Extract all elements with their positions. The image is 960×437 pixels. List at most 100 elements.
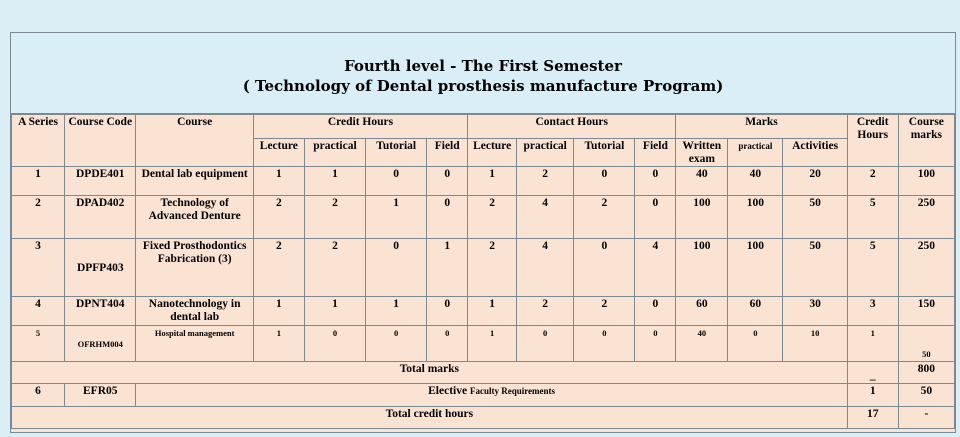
course-cell: Fixed Prosthodontics Fabrication (3) — [135, 238, 254, 297]
title-line-1: Fourth level - The First Semester — [344, 57, 622, 75]
written-exam-cell: 100 — [675, 195, 729, 239]
total-marks-value: 800 — [897, 361, 956, 384]
course-cell: Technology of Advanced Denture — [135, 195, 254, 239]
total-credit-row: Total credit hours 17 - — [11, 406, 956, 429]
code-cell: DPDE401 — [64, 166, 137, 196]
credit-tutorial-cell: 0 — [365, 166, 428, 196]
elective-label: Elective Faculty Requirements — [135, 383, 848, 407]
contact-lecture-cell: 1 — [467, 296, 518, 326]
contact-practical-cell: 4 — [516, 195, 575, 239]
course-marks-cell: 250 — [897, 195, 956, 239]
header-row-2: Lecture practical Tutorial Field Lecture… — [12, 138, 955, 167]
subheader-written-exam: Written exam — [675, 138, 729, 167]
series-cell: 1 — [10, 166, 66, 196]
contact-field-cell: 0 — [634, 195, 677, 239]
total-marks-row: Total marks _ 800 — [11, 361, 956, 384]
contact-field-cell: 4 — [634, 238, 677, 297]
credit-tutorial-cell: 1 — [365, 296, 428, 326]
code-cell: DPNT404 — [64, 296, 137, 326]
subheader-field: Field — [426, 138, 469, 167]
table-row: 4 DPNT404 Nanotechnology in dental lab 1… — [10, 296, 956, 326]
contact-field-cell: 0 — [634, 325, 677, 362]
course-marks-cell: 50 — [897, 325, 956, 362]
credit-hours-cell: 5 — [846, 195, 899, 239]
subheader-tutorial: Tutorial — [365, 138, 428, 167]
credit-field-cell: 0 — [426, 166, 469, 196]
contact-tutorial-cell: 2 — [573, 195, 636, 239]
subheader-activities: Activities — [782, 138, 848, 167]
credit-tutorial-cell: 0 — [365, 238, 428, 297]
header-marks: Marks — [675, 114, 848, 139]
subheader-lecture: Lecture — [467, 138, 518, 167]
course-cell: Nanotechnology in dental lab — [135, 296, 254, 326]
elective-label-small: Faculty Requirements — [469, 386, 556, 396]
series-cell: 2 — [10, 195, 66, 239]
activities-cell: 10 — [782, 325, 848, 362]
contact-practical-cell: 0 — [516, 325, 575, 362]
table-title: Fourth level - The First Semester ( Tech… — [11, 33, 955, 114]
credit-lecture-cell: 1 — [252, 296, 305, 326]
credit-lecture-cell: 2 — [252, 195, 305, 239]
credit-lecture-cell: 1 — [252, 325, 305, 362]
total-credit-label: Total credit hours — [11, 406, 848, 429]
activities-cell: 30 — [782, 296, 848, 326]
activities-cell: 50 — [782, 238, 848, 297]
table-row: 5 OFRHM004 Hospital management 1 0 0 0 1… — [10, 325, 956, 362]
marks-practical-cell: 60 — [727, 296, 784, 326]
marks-practical-cell: 0 — [727, 325, 784, 362]
course-marks-cell: 100 — [897, 166, 956, 196]
subheader-tutorial: Tutorial — [573, 138, 636, 167]
marks-practical-cell: 100 — [727, 195, 784, 239]
credit-hours-cell: 3 — [846, 296, 899, 326]
credit-practical-cell: 2 — [303, 195, 367, 239]
course-cell: Dental lab equipment — [135, 166, 254, 196]
credit-tutorial-cell: 1 — [365, 195, 428, 239]
activities-cell: 20 — [782, 166, 848, 196]
elective-value: 50 — [897, 383, 956, 407]
subheader-practical: practical — [303, 138, 367, 167]
credit-hours-cell: 5 — [846, 238, 899, 297]
marks-practical-cell: 100 — [727, 238, 784, 297]
total-credit-hours: 17 — [846, 406, 899, 429]
table-row: 3 DPFP403 Fixed Prosthodontics Fabricati… — [10, 238, 956, 297]
subheader-field: Field — [634, 138, 677, 167]
curriculum-table: A Series Course Code Course Credit Hours… — [10, 114, 956, 429]
credit-lecture-cell: 1 — [252, 166, 305, 196]
elective-code: EFR05 — [64, 383, 137, 407]
credit-tutorial-cell: 0 — [365, 325, 428, 362]
credit-lecture-cell: 2 — [252, 238, 305, 297]
written-exam-cell: 40 — [675, 166, 729, 196]
marks-practical-cell: 40 — [727, 166, 784, 196]
elective-series: 6 — [10, 383, 66, 407]
title-line-2: ( Technology of Dental prosthesis manufa… — [242, 77, 724, 95]
header-row-1: A Series Course Code Course Credit Hours… — [10, 114, 956, 167]
course-marks-cell: 150 — [897, 296, 956, 326]
credit-field-cell: 0 — [426, 195, 469, 239]
contact-practical-cell: 2 — [516, 296, 575, 326]
activities-cell: 50 — [782, 195, 848, 239]
table-row: 2 DPAD402 Technology of Advanced Denture… — [10, 195, 956, 239]
contact-lecture-cell: 2 — [467, 238, 518, 297]
contact-practical-cell: 2 — [516, 166, 575, 196]
table-row: 1 DPDE401 Dental lab equipment 1 1 0 0 1… — [10, 166, 956, 196]
credit-hours-cell: 2 — [846, 166, 899, 196]
header-course: Course — [135, 114, 254, 167]
credit-field-cell: 0 — [426, 296, 469, 326]
header-contact-hours: Contact Hours — [467, 114, 677, 139]
contact-lecture-cell: 1 — [467, 166, 518, 196]
contact-field-cell: 0 — [634, 296, 677, 326]
series-cell: 3 — [10, 238, 66, 297]
header-course-marks: Course marks — [897, 114, 956, 167]
contact-tutorial-cell: 0 — [573, 325, 636, 362]
written-exam-cell: 100 — [675, 238, 729, 297]
course-cell: Hospital management — [135, 325, 254, 362]
header-course-code: Course Code — [64, 114, 137, 167]
contact-tutorial-cell: 0 — [573, 166, 636, 196]
elective-row: 6 EFR05 Elective Faculty Requirements 1 … — [10, 383, 956, 407]
credit-practical-cell: 1 — [303, 166, 367, 196]
written-exam-cell: 40 — [675, 325, 729, 362]
subheader-lecture: Lecture — [252, 138, 305, 167]
total-marks-label: Total marks — [11, 361, 848, 384]
credit-practical-cell: 2 — [303, 238, 367, 297]
contact-tutorial-cell: 2 — [573, 296, 636, 326]
